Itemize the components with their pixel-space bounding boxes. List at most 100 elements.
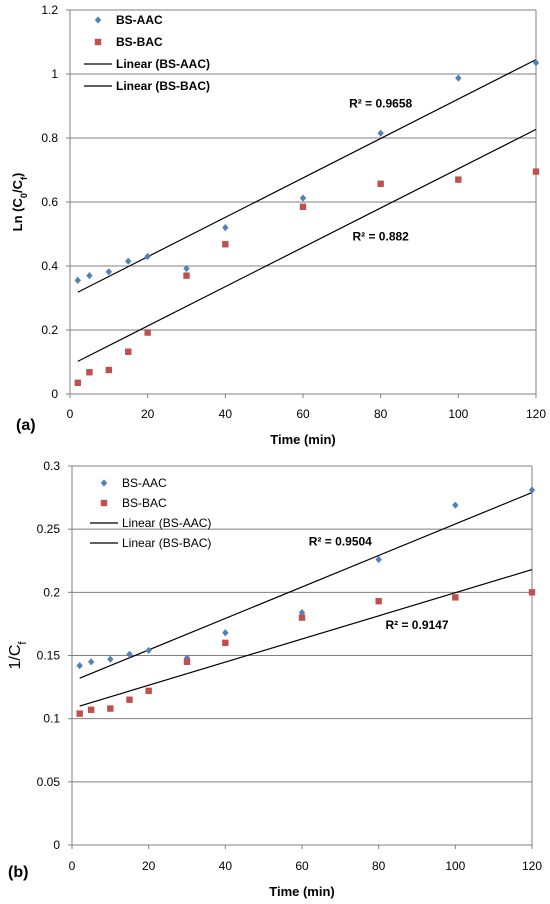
data-point-bs-bac — [532, 168, 540, 175]
y-axis-title-subscript: 0 — [19, 193, 29, 198]
y-tick-label: 0.4 — [41, 259, 58, 273]
legend-label: BS-AAC — [116, 13, 163, 27]
x-tick-label: 120 — [526, 407, 546, 421]
legend-marker-bs-aac — [94, 16, 102, 24]
y-axis-title-part: 1/C — [7, 645, 24, 670]
x-tick-label: 20 — [141, 407, 155, 421]
x-tick-label: 100 — [448, 407, 468, 421]
data-point-bs-bac — [125, 348, 132, 355]
legend-label: Linear (BS-AAC) — [116, 57, 210, 71]
x-tick-label: 60 — [295, 859, 309, 873]
data-point-bs-aac — [125, 257, 132, 265]
data-point-bs-bac — [145, 687, 152, 695]
data-point-bs-aac — [528, 486, 536, 494]
x-tick-label: 0 — [67, 407, 74, 421]
trendline-bs-aac — [79, 491, 533, 679]
y-tick-label: 0.2 — [43, 585, 60, 599]
y-tick-label: 0.6 — [41, 195, 58, 209]
legend-label: Linear (BS-AAC) — [122, 516, 211, 530]
data-point-bs-bac — [455, 176, 462, 183]
y-tick-label: 0.25 — [37, 522, 61, 536]
data-point-bs-aac — [532, 59, 540, 67]
legend-label: BS-AAC — [122, 476, 167, 490]
data-point-bs-aac — [455, 74, 462, 82]
legend-label: Linear (BS-BAC) — [116, 79, 210, 93]
data-point-bs-bac — [183, 272, 190, 279]
x-tick-label: 40 — [219, 407, 233, 421]
data-point-bs-bac — [76, 710, 83, 717]
data-point-bs-aac — [222, 629, 229, 637]
data-point-bs-bac — [298, 614, 306, 621]
trendline-bs-bac — [77, 128, 537, 362]
data-point-bs-aac — [145, 646, 152, 655]
data-point-bs-bac — [86, 369, 93, 376]
trendline-bs-bac — [79, 569, 533, 707]
x-tick-label: 120 — [522, 859, 542, 873]
data-point-bs-aac — [144, 252, 151, 260]
data-point-bs-aac — [74, 276, 81, 284]
r-squared-annotation: R² = 0.9147 — [385, 618, 448, 632]
panel-label: (a) — [16, 417, 36, 434]
legend-marker-bs-bac — [94, 38, 102, 46]
legend-label: BS-BAC — [116, 35, 163, 49]
data-point-bs-bac — [452, 594, 459, 601]
data-point-bs-aac — [452, 501, 459, 509]
x-tick-label: 40 — [219, 859, 233, 873]
x-tick-label: 60 — [296, 407, 310, 421]
data-point-bs-bac — [74, 379, 81, 386]
x-tick-label: 80 — [372, 859, 386, 873]
x-tick-label: 0 — [69, 859, 76, 873]
r-squared-annotation: R² = 0.9658 — [349, 97, 412, 111]
y-axis-title-subscript: f — [17, 641, 29, 645]
data-point-bs-bac — [126, 696, 133, 703]
y-tick-label: 0.3 — [43, 459, 60, 473]
x-axis-title: Time (min) — [269, 884, 335, 899]
data-point-bs-bac — [377, 180, 384, 187]
trendline-bs-aac — [77, 59, 537, 293]
data-point-bs-bac — [183, 658, 191, 666]
y-axis-title-subscript: f — [19, 176, 29, 180]
panel-label: (b) — [8, 864, 28, 881]
y-axis-title-part: /C — [10, 179, 25, 193]
y-tick-label: 1.2 — [41, 3, 58, 17]
y-axis-title: 1/Cf — [7, 641, 29, 670]
data-point-bs-aac — [87, 658, 95, 666]
data-point-bs-aac — [107, 655, 114, 663]
y-tick-label: 0 — [53, 838, 60, 852]
y-axis-title-part: Ln (C — [10, 198, 25, 232]
y-tick-label: 0.15 — [37, 649, 61, 663]
r-squared-annotation: R² = 0.882 — [352, 229, 409, 243]
y-tick-label: 0.1 — [43, 712, 60, 726]
legend-label: BS-BAC — [122, 496, 167, 510]
data-point-bs-aac — [86, 272, 93, 280]
y-tick-label: 1 — [51, 67, 58, 81]
data-point-bs-aac — [377, 129, 384, 137]
x-axis-title: Time (min) — [270, 432, 336, 447]
chart-panel-a: 0 0.2 0.4 0.6 0.8 1 1.2 0 20 40 60 80 100 120 Time (mi… — [10, 3, 546, 447]
data-point-bs-bac — [528, 589, 536, 596]
data-point-bs-bac — [105, 366, 113, 374]
data-point-bs-aac — [183, 264, 190, 273]
legend-marker-bs-bac — [100, 499, 108, 507]
data-point-bs-aac — [105, 268, 113, 276]
data-point-bs-bac — [375, 597, 382, 605]
y-tick-label: 0.8 — [41, 131, 58, 145]
legend-label: Linear (BS-BAC) — [122, 536, 211, 550]
y-axis-title-part: ) — [10, 173, 25, 177]
legend-marker-bs-aac — [100, 479, 108, 487]
data-point-bs-aac — [299, 194, 307, 202]
data-point-bs-aac — [222, 224, 229, 232]
data-point-bs-bac — [299, 203, 307, 210]
y-axis-title: Ln (C0/Cf) — [10, 173, 29, 232]
y-tick-label: 0.2 — [41, 323, 58, 337]
r-squared-annotation: R² = 0.9504 — [309, 535, 372, 549]
data-point-bs-aac — [76, 662, 83, 670]
x-tick-label: 100 — [445, 859, 465, 873]
chart-panel-b: 0 0.05 0.1 0.15 0.2 0.25 0.3 0 20 40 60 80 100 120 Tim… — [7, 459, 542, 899]
y-tick-label: 0 — [51, 387, 58, 401]
data-point-bs-bac — [222, 639, 229, 647]
x-tick-label: 20 — [142, 859, 156, 873]
data-point-bs-bac — [144, 329, 151, 336]
y-tick-label: 0.05 — [37, 775, 61, 789]
